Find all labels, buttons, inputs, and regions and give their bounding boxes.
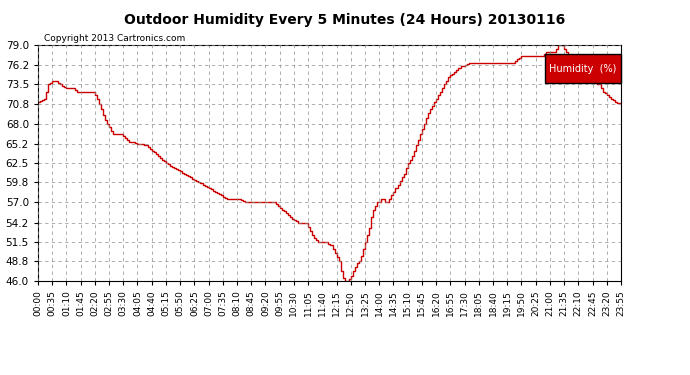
Text: Outdoor Humidity Every 5 Minutes (24 Hours) 20130116: Outdoor Humidity Every 5 Minutes (24 Hou… (124, 13, 566, 27)
Text: Copyright 2013 Cartronics.com: Copyright 2013 Cartronics.com (43, 34, 185, 43)
FancyBboxPatch shape (545, 54, 621, 83)
Text: Humidity  (%): Humidity (%) (549, 64, 617, 74)
